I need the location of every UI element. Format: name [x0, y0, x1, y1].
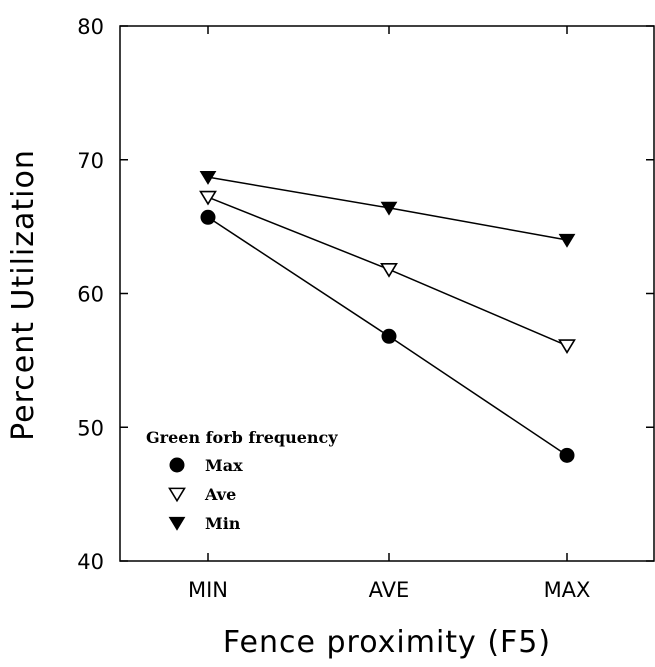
- y-tick-label: 50: [77, 416, 104, 440]
- data-point-max: [559, 447, 575, 463]
- data-point-min: [558, 233, 576, 248]
- y-tick-label: 60: [77, 283, 104, 307]
- y-axis-title: Percent Utilization: [6, 149, 41, 441]
- x-tick-label: MIN: [188, 578, 228, 602]
- legend: Green forb frequency Max Ave Min: [146, 428, 338, 533]
- legend-label-max: Max: [205, 456, 243, 475]
- legend-marker-max: [169, 457, 185, 473]
- data-point-max: [381, 328, 397, 344]
- y-tick-label: 40: [77, 550, 104, 574]
- data-point-max: [200, 209, 216, 225]
- legend-title: Green forb frequency: [146, 428, 338, 447]
- data-point-ave: [199, 190, 217, 206]
- series-layer: [199, 171, 576, 463]
- x-tick-label: MAX: [544, 578, 591, 602]
- x-tick-label: AVE: [369, 578, 410, 602]
- y-tick-label: 80: [77, 15, 104, 39]
- axes: 40 50 60 70 80 MIN AVE MAX: [77, 15, 655, 602]
- x-axis-title: Fence proximity (F5): [223, 625, 551, 660]
- data-point-ave: [558, 339, 576, 354]
- plot-frame: [119, 25, 655, 562]
- legend-marker-ave: [168, 487, 186, 503]
- legend-marker-min: [168, 516, 186, 531]
- data-point-min: [380, 201, 398, 216]
- data-point-ave: [380, 262, 398, 278]
- legend-label-ave: Ave: [204, 485, 236, 504]
- y-tick-label: 70: [77, 149, 104, 173]
- data-point-min: [199, 171, 217, 185]
- legend-label-min: Min: [205, 514, 241, 533]
